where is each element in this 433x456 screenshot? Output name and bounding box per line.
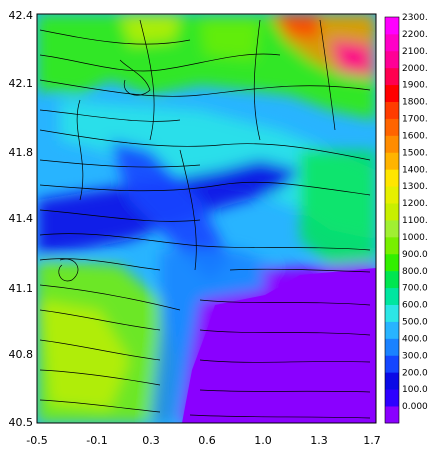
- colorbar-label: 1700.: [402, 115, 428, 125]
- colorbar-label: 1800.: [402, 98, 428, 108]
- colorbar-label: 1000.: [402, 233, 428, 243]
- y-tick-label: 41.8: [9, 146, 34, 159]
- y-tick-label: 42.1: [9, 77, 34, 90]
- y-axis: 42.4 42.1 41.8 41.4 41.1 40.8 40.5: [9, 9, 34, 429]
- colorbar-label: 700.0: [402, 284, 428, 294]
- colorbar-swatch: [385, 186, 399, 204]
- colorbar-label: 1600.: [402, 131, 428, 141]
- y-tick-label: 40.5: [9, 416, 34, 429]
- colorbar: 0.000 100.0 200.0 300.0 400.0 500.0 600.0 700.0…: [384, 13, 428, 424]
- colorbar-swatch: [385, 236, 399, 255]
- colorbar-label: 1900.: [402, 81, 428, 91]
- colorbar-label: 900.0: [402, 250, 428, 260]
- colorbar-swatch: [385, 50, 399, 69]
- colorbar-label: 400.0: [402, 334, 428, 344]
- x-tick-label: 1.0: [254, 434, 272, 447]
- x-tick-label: 0.6: [198, 434, 216, 447]
- colorbar-swatch: [385, 220, 399, 238]
- colorbar-label: 1300.: [402, 182, 428, 192]
- colorbar-swatch: [385, 253, 399, 272]
- colorbar-swatch: [385, 203, 399, 221]
- x-tick-label: -0.5: [26, 434, 47, 447]
- y-tick-label: 40.8: [9, 348, 34, 361]
- colorbar-frame: [384, 16, 400, 424]
- colorbar-label: 0.000: [402, 402, 428, 412]
- plot-frame: [36, 13, 377, 424]
- colorbar-label: 2300.: [402, 13, 428, 23]
- colorbar-label: 1500.: [402, 148, 428, 158]
- colorbar-label: 2200.: [402, 30, 428, 40]
- colorbar-swatch: [385, 118, 399, 136]
- colorbar-label: 2000.: [402, 64, 428, 74]
- colorbar-label: 1200.: [402, 199, 428, 209]
- colorbar-swatch: [385, 406, 399, 424]
- colorbar-swatch: [385, 135, 399, 153]
- colorbar-swatch: [385, 84, 399, 102]
- colorbar-swatch: [385, 321, 399, 339]
- colorbar-swatch: [385, 372, 399, 390]
- colorbar-swatch: [385, 67, 399, 86]
- y-tick-label: 41.4: [9, 212, 34, 225]
- colorbar-swatch: [385, 169, 399, 187]
- colorbar-label: 300.0: [402, 351, 428, 361]
- colorbar-swatch: [385, 33, 399, 52]
- x-tick-label: -0.1: [86, 434, 107, 447]
- colorbar-swatch: [385, 338, 399, 356]
- x-tick-label: 1.7: [363, 434, 381, 447]
- colorbar-label: 200.0: [402, 368, 428, 378]
- colorbar-label: 800.0: [402, 267, 428, 277]
- colorbar-label: 2100.: [402, 47, 428, 57]
- colorbar-swatch: [385, 355, 399, 373]
- colorbar-swatch: [385, 389, 399, 407]
- colorbar-label: 100.0: [402, 385, 428, 395]
- colorbar-swatch: [385, 152, 399, 170]
- colorbar-label: 600.0: [402, 301, 428, 311]
- x-axis: -0.5 -0.1 0.3 0.6 1.0 1.3 1.7: [26, 434, 380, 447]
- colorbar-label: 1100.: [402, 216, 428, 226]
- colorbar-swatch: [385, 270, 399, 289]
- colorbar-label: 1400.: [402, 165, 428, 175]
- x-tick-label: 1.3: [310, 434, 328, 447]
- x-tick-label: 0.3: [142, 434, 160, 447]
- y-tick-label: 41.1: [9, 282, 34, 295]
- colorbar-label: 500.0: [402, 318, 428, 328]
- colorbar-swatch: [385, 304, 399, 322]
- colorbar-swatch: [385, 17, 399, 35]
- wind-streamlines: [39, 19, 371, 419]
- colorbar-swatch: [385, 101, 399, 119]
- y-tick-label: 42.4: [9, 9, 34, 22]
- colorbar-swatch: [385, 287, 399, 305]
